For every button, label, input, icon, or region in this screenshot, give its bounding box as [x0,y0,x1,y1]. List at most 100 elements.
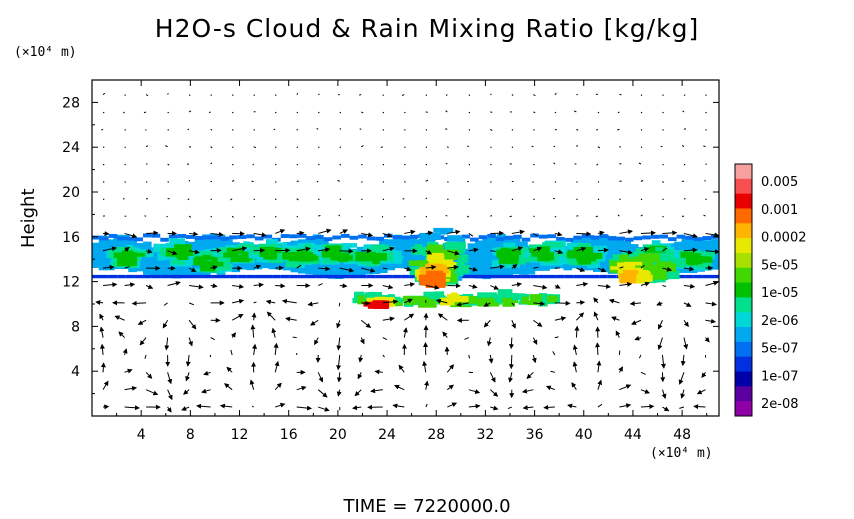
wind-vector [275,247,291,253]
wind-vector [143,111,147,114]
cloud-cell [117,274,126,279]
wind-vector [703,214,706,217]
cloud-cell [229,235,238,240]
x-tick-label: 4 [137,427,146,443]
wind-vector [208,111,211,114]
wind-vector [404,229,416,235]
wind-vector [167,389,173,401]
wind-vector [611,316,620,322]
cloud-cell [530,233,539,238]
cloud-cell [165,245,174,278]
wind-vector [640,198,643,200]
wind-vector [339,229,348,234]
x-tick-label: 48 [673,427,691,443]
cloud-cell [237,274,247,279]
colorbar-swatch [735,164,752,180]
wind-vector [249,379,255,390]
wind-vector [597,198,600,200]
wind-vector [550,370,555,373]
cloud-cell [531,248,546,257]
wind-vector [382,129,384,131]
cloud-cell [478,235,488,240]
wind-vector [554,92,557,95]
wind-vector [447,402,458,408]
y-tick-label: 24 [62,140,80,156]
wind-vector [382,198,384,200]
wind-vector [232,94,234,96]
cloud-cell [321,250,336,258]
wind-vector [103,404,110,410]
wind-vector [188,319,197,330]
wind-vector [404,266,412,272]
wind-vector [511,264,518,270]
wind-vector [705,249,719,255]
cloud-cell [495,274,505,279]
wind-vector [358,354,364,363]
wind-vector [704,337,710,343]
x-tick-label: 32 [476,427,494,443]
wind-vector [285,316,297,322]
wind-vector [124,266,130,269]
wind-vector [488,354,494,364]
wind-vector [339,128,342,130]
wind-vector [188,146,192,148]
wind-vector [101,128,104,131]
wind-vector [703,145,706,148]
wind-vector [425,129,427,131]
wind-vector [167,181,169,183]
wind-vector [705,318,716,324]
wind-vector [683,128,687,130]
wind-vector [382,164,384,166]
wind-vector [640,247,650,252]
wind-vector [656,301,663,306]
cloud-cell [211,274,221,279]
wind-vector [511,302,515,306]
wind-vector [576,267,586,272]
wind-vector [468,403,481,409]
wind-vector [99,343,105,356]
wind-vector [318,164,320,166]
cloud-cell [143,274,152,279]
wind-vector [680,389,686,399]
wind-vector [490,128,493,132]
wind-vector [382,316,395,322]
wind-vector [167,250,178,256]
wind-vector [359,337,365,345]
cloud-cell [358,274,367,279]
wind-vector [596,360,602,373]
wind-vector [554,336,559,339]
wind-vector [576,198,578,200]
colorbar-swatch [735,312,752,328]
wind-vector [232,111,234,114]
wind-vector [402,327,408,338]
wind-vector [545,385,556,391]
wind-vector [576,281,589,287]
wind-vector [167,372,173,385]
wind-vector [274,382,282,391]
cloud-cell [199,262,216,272]
wind-vector [166,215,168,218]
wind-vector [296,146,298,148]
cloud-cell [461,274,471,279]
wind-vector [619,266,624,269]
wind-vector [196,403,211,409]
wind-vector [123,111,125,114]
wind-vector [188,267,197,272]
wind-vector [464,337,470,340]
cloud-cell [522,296,529,302]
x-tick-label: 20 [329,427,347,443]
cloud-cell [512,293,526,301]
wind-vector [381,215,384,218]
wind-vector [661,389,667,400]
cloud-cell [573,235,582,240]
cloud-cell [127,250,149,254]
wind-vector [296,230,305,236]
wind-vector [392,403,405,409]
wind-vector [640,230,656,236]
wind-vector [275,181,277,183]
wind-vector [508,372,514,383]
cloud-cell [447,235,461,242]
cloud-cell [504,248,521,256]
wind-vector [596,163,599,166]
wind-vector [310,319,319,326]
